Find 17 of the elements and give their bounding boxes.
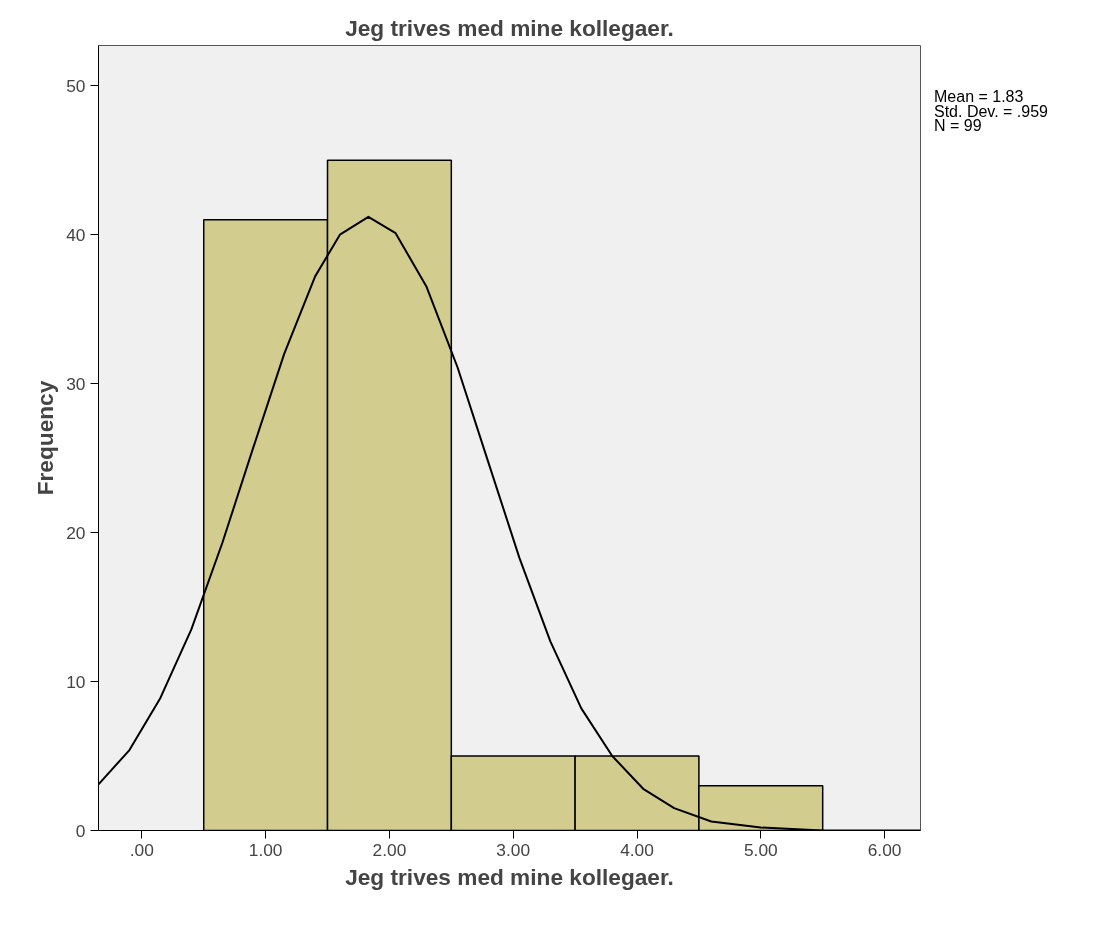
y-axis-title: Frequency xyxy=(32,380,59,496)
x-tick-label: 4.00 xyxy=(620,839,654,860)
chart-title: Jeg trives med mine kollegaer. xyxy=(345,14,674,41)
y-tick-label: 10 xyxy=(66,671,86,692)
text: N = 99 xyxy=(934,117,982,135)
x-tick-label: 5.00 xyxy=(743,839,778,860)
y-tick-label: 0 xyxy=(75,820,86,841)
y-tick-label: 30 xyxy=(66,373,86,394)
y-tick-label: 50 xyxy=(66,75,86,96)
x-tick-label: 2.00 xyxy=(372,839,407,860)
x-axis-title: Jeg trives med mine kollegaer. xyxy=(345,863,674,890)
y-tick-label: 40 xyxy=(66,224,86,245)
x-tick-label: 3.00 xyxy=(496,839,531,860)
y-tick-label: 20 xyxy=(66,522,86,543)
x-tick-label: .00 xyxy=(129,839,154,860)
x-tick-label: 1.00 xyxy=(248,839,283,860)
x-tick-label: 6.00 xyxy=(867,839,902,860)
